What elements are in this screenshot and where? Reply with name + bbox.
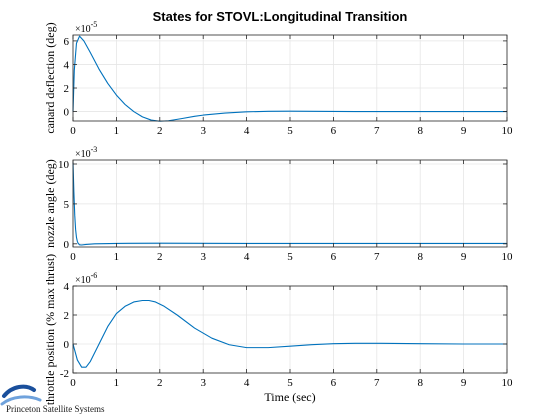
- x-tick-label: 8: [417, 377, 423, 389]
- y-axis-label: canard deflection (deg): [43, 22, 57, 133]
- x-tick-label: 0: [70, 125, 76, 137]
- x-tick-label: 9: [461, 377, 467, 389]
- subplot-2: 0 1 2 3 4 5 6 7 8 9 10 0 5 10 ×10-3 nozzle angle (deg): [43, 145, 513, 263]
- x-tick-label: 9: [461, 125, 467, 137]
- y-axis-label: throttle position (% max thrust): [43, 254, 57, 405]
- x-tick-label: 4: [244, 377, 250, 389]
- y-tick-label: 2: [64, 83, 70, 95]
- x-tick-label: 1: [114, 377, 120, 389]
- x-tick-label: 5: [287, 125, 293, 137]
- x-tick-label: 0: [70, 377, 76, 389]
- y-tick-label: 6: [64, 36, 70, 48]
- x-tick-label: 6: [331, 125, 337, 137]
- y-tick-label: 4: [64, 59, 70, 71]
- x-tick-label: 10: [502, 251, 514, 263]
- figure-title: States for STOVL:Longitudinal Transition: [153, 9, 408, 24]
- subplot-1: 0 1 2 3 4 5 6 7 8 9 10 0 2 4 6 ×10-5 canard deflection (…: [43, 20, 513, 137]
- x-tick-label: 1: [114, 125, 120, 137]
- x-tick-label: 2: [157, 377, 163, 389]
- y-tick-label: 5: [64, 199, 70, 211]
- x-tick-label: 1: [114, 251, 120, 263]
- x-tick-label: 3: [200, 125, 206, 137]
- x-tick-label: 5: [287, 377, 293, 389]
- y-exponent-label: ×10-3: [75, 145, 97, 160]
- x-tick-label: 2: [157, 125, 163, 137]
- x-tick-label: 8: [417, 251, 423, 263]
- x-tick-label: 3: [200, 251, 206, 263]
- logo-text: Princeton Satellite Systems: [6, 404, 105, 414]
- series-line-1: [72, 299, 507, 368]
- x-tick-label: 9: [461, 251, 467, 263]
- x-tick-label: 6: [331, 377, 337, 389]
- x-tick-label: 7: [374, 251, 380, 263]
- logo-swoosh-icon: [0, 384, 42, 406]
- x-tick-label: 3: [200, 377, 206, 389]
- y-axis-label: nozzle angle (deg): [43, 159, 57, 248]
- y-tick-label: 0: [64, 239, 70, 251]
- y-tick-label: 0: [64, 339, 70, 351]
- y-tick-label: 2: [64, 310, 70, 322]
- x-tick-label: 7: [374, 377, 380, 389]
- x-tick-label: 8: [417, 125, 423, 137]
- x-tick-label: 2: [157, 251, 163, 263]
- x-tick-label: 10: [502, 377, 514, 389]
- y-exponent-label: ×10-5: [75, 20, 97, 35]
- y-tick-label: 4: [64, 281, 70, 293]
- x-tick-label: 7: [374, 125, 380, 137]
- x-tick-label: 0: [70, 251, 76, 263]
- x-axis-label: Time (sec): [264, 390, 315, 404]
- y-tick-label: -2: [60, 368, 69, 380]
- x-tick-label: 6: [331, 251, 337, 263]
- x-tick-label: 5: [287, 251, 293, 263]
- x-tick-label: 10: [502, 125, 514, 137]
- x-tick-label: 4: [244, 125, 250, 137]
- x-tick-label: 4: [244, 251, 250, 263]
- y-exponent-label: ×10-6: [75, 271, 97, 286]
- y-tick-label: 0: [64, 107, 70, 119]
- logo: Princeton Satellite Systems: [0, 384, 105, 414]
- y-tick-label: 10: [58, 159, 70, 171]
